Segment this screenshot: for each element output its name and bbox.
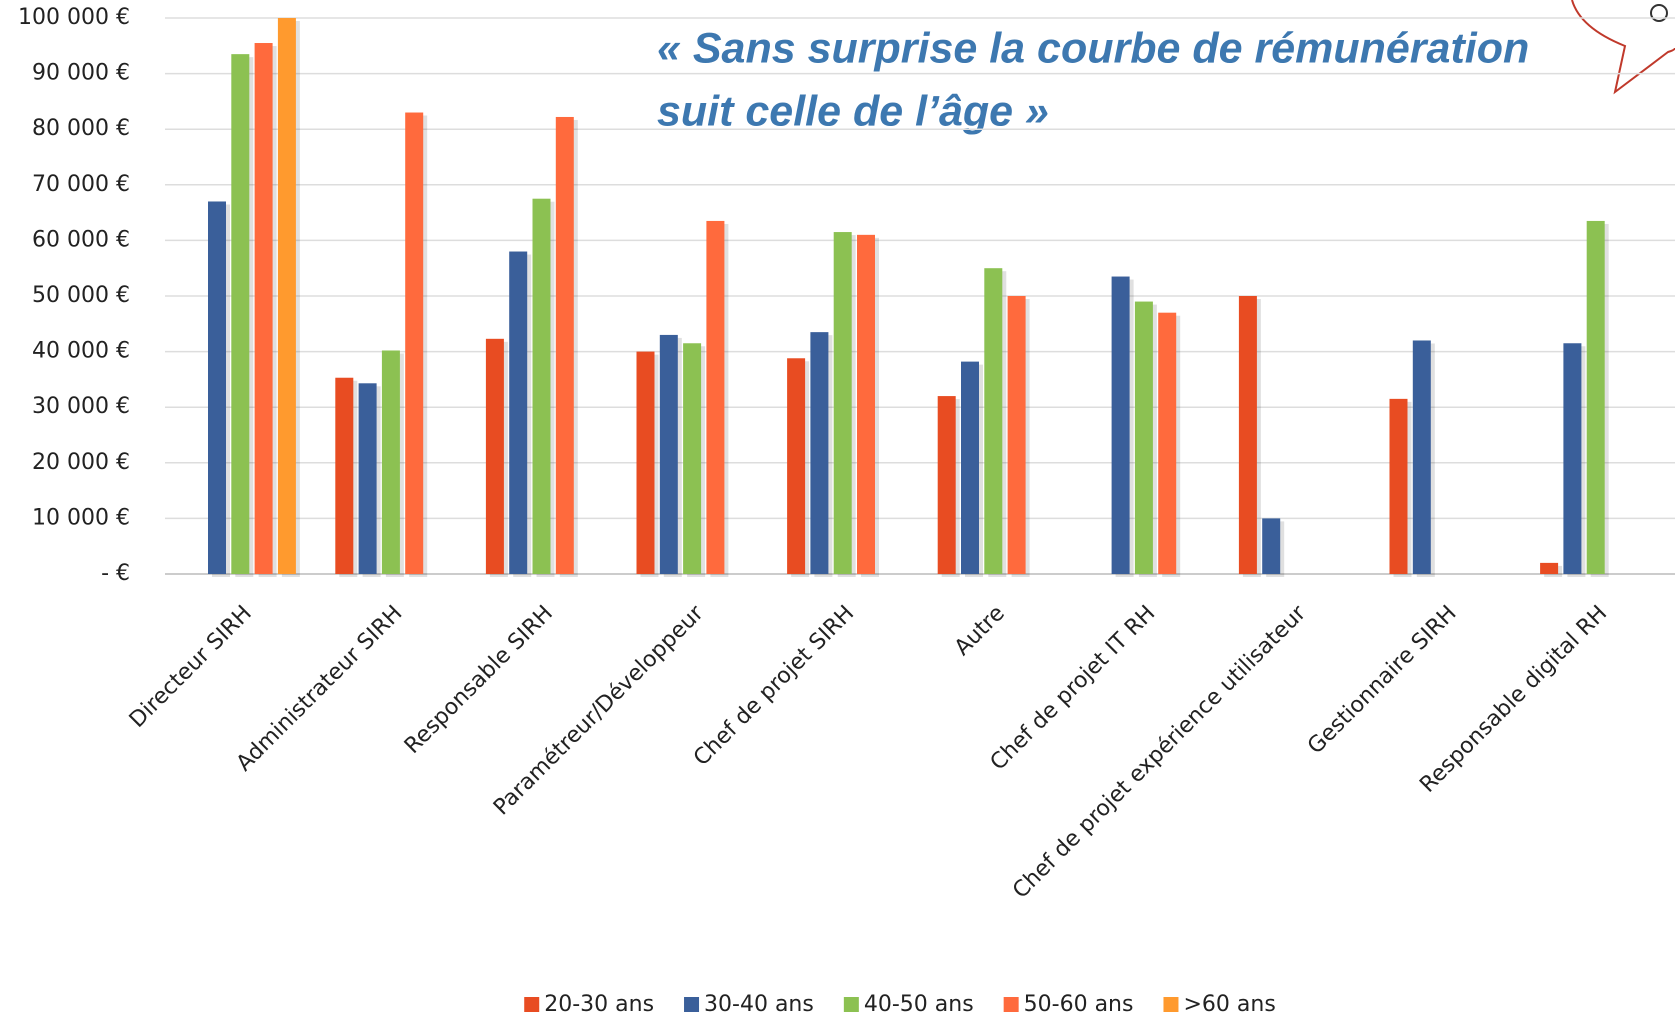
bar (810, 332, 829, 574)
x-tick-label: Chef de projet IT RH (986, 601, 1161, 776)
legend-label: 30-40 ans (704, 992, 814, 1017)
annotation: « Sans surprise la courbe de rémunératio… (657, 24, 1529, 72)
legend-swatch (1163, 997, 1179, 1012)
bar (277, 18, 296, 574)
y-tick-label: - € (101, 561, 130, 586)
legend-label: 50-60 ans (1024, 992, 1134, 1017)
bar (1412, 340, 1431, 574)
legend-item: 50-60 ans (1003, 992, 1134, 1017)
y-tick-label: 90 000 € (32, 61, 130, 86)
x-tick-label: Chef de projet expérience utilisateur (1008, 600, 1311, 903)
legend-item: >60 ans (1163, 992, 1276, 1017)
legend-label: 20-30 ans (544, 992, 654, 1017)
bar (1586, 220, 1605, 574)
bar (381, 350, 400, 574)
bar (1238, 296, 1257, 574)
bar (1134, 301, 1153, 574)
legend-item: 20-30 ans (524, 992, 654, 1017)
legend-label: 40-50 ans (864, 992, 974, 1017)
bar (405, 112, 424, 575)
bar (485, 338, 504, 574)
x-tick-label: Chef de projet SIRH (689, 601, 859, 771)
bar (1007, 296, 1026, 574)
bar (231, 54, 250, 574)
bar (1540, 562, 1559, 574)
y-tick-label: 80 000 € (32, 116, 130, 141)
bar (636, 351, 655, 574)
bar (961, 361, 979, 574)
bar (857, 234, 875, 574)
y-tick-label: 70 000 € (32, 172, 130, 197)
annotation: suit celle de l’âge » (657, 87, 1049, 135)
bar (1389, 398, 1408, 574)
y-tick-label: 60 000 € (32, 227, 130, 252)
bar (937, 396, 956, 574)
bar (659, 334, 678, 574)
legend-swatch (1003, 997, 1019, 1012)
legend: 20-30 ans 30-40 ans 40-50 ans 50-60 ans >60 … (524, 992, 1276, 1017)
x-tick-label: Administrateur SIRH (232, 601, 408, 777)
legend-label: >60 ans (1183, 992, 1275, 1017)
y-tick-label: 50 000 € (32, 283, 130, 308)
bar (706, 220, 725, 574)
bar (1262, 518, 1281, 574)
bar (555, 116, 574, 574)
bar (984, 268, 1003, 574)
x-tick-label: Responsable SIRH (400, 601, 558, 759)
legend-swatch (843, 997, 859, 1012)
bar (254, 43, 273, 574)
bar (787, 358, 806, 574)
y-tick-label: 100 000 € (18, 5, 130, 30)
legend-swatch (524, 997, 540, 1012)
bar (1158, 312, 1177, 574)
bar (1563, 343, 1582, 574)
bar (358, 383, 377, 574)
bar (683, 343, 702, 574)
legend-swatch (684, 997, 700, 1012)
bar (1111, 276, 1130, 574)
legend-item: 40-50 ans (843, 992, 974, 1017)
y-tick-label: 10 000 € (32, 505, 130, 530)
x-tick-label: Directeur SIRH (125, 601, 257, 733)
speech-bubble (1571, 0, 1675, 95)
x-tick-label: Autre (950, 601, 1010, 661)
x-tick-label: Gestionnaire SIRH (1303, 601, 1461, 759)
bar (833, 232, 852, 574)
bar (335, 377, 354, 574)
legend-item: 30-40 ans (684, 992, 814, 1017)
y-tick-label: 30 000 € (32, 394, 130, 419)
bubble-dot (1650, 4, 1668, 22)
bar (509, 251, 528, 574)
y-tick-label: 20 000 € (32, 450, 130, 475)
bar (532, 198, 551, 574)
bar (208, 201, 226, 575)
y-tick-label: 40 000 € (32, 339, 130, 364)
